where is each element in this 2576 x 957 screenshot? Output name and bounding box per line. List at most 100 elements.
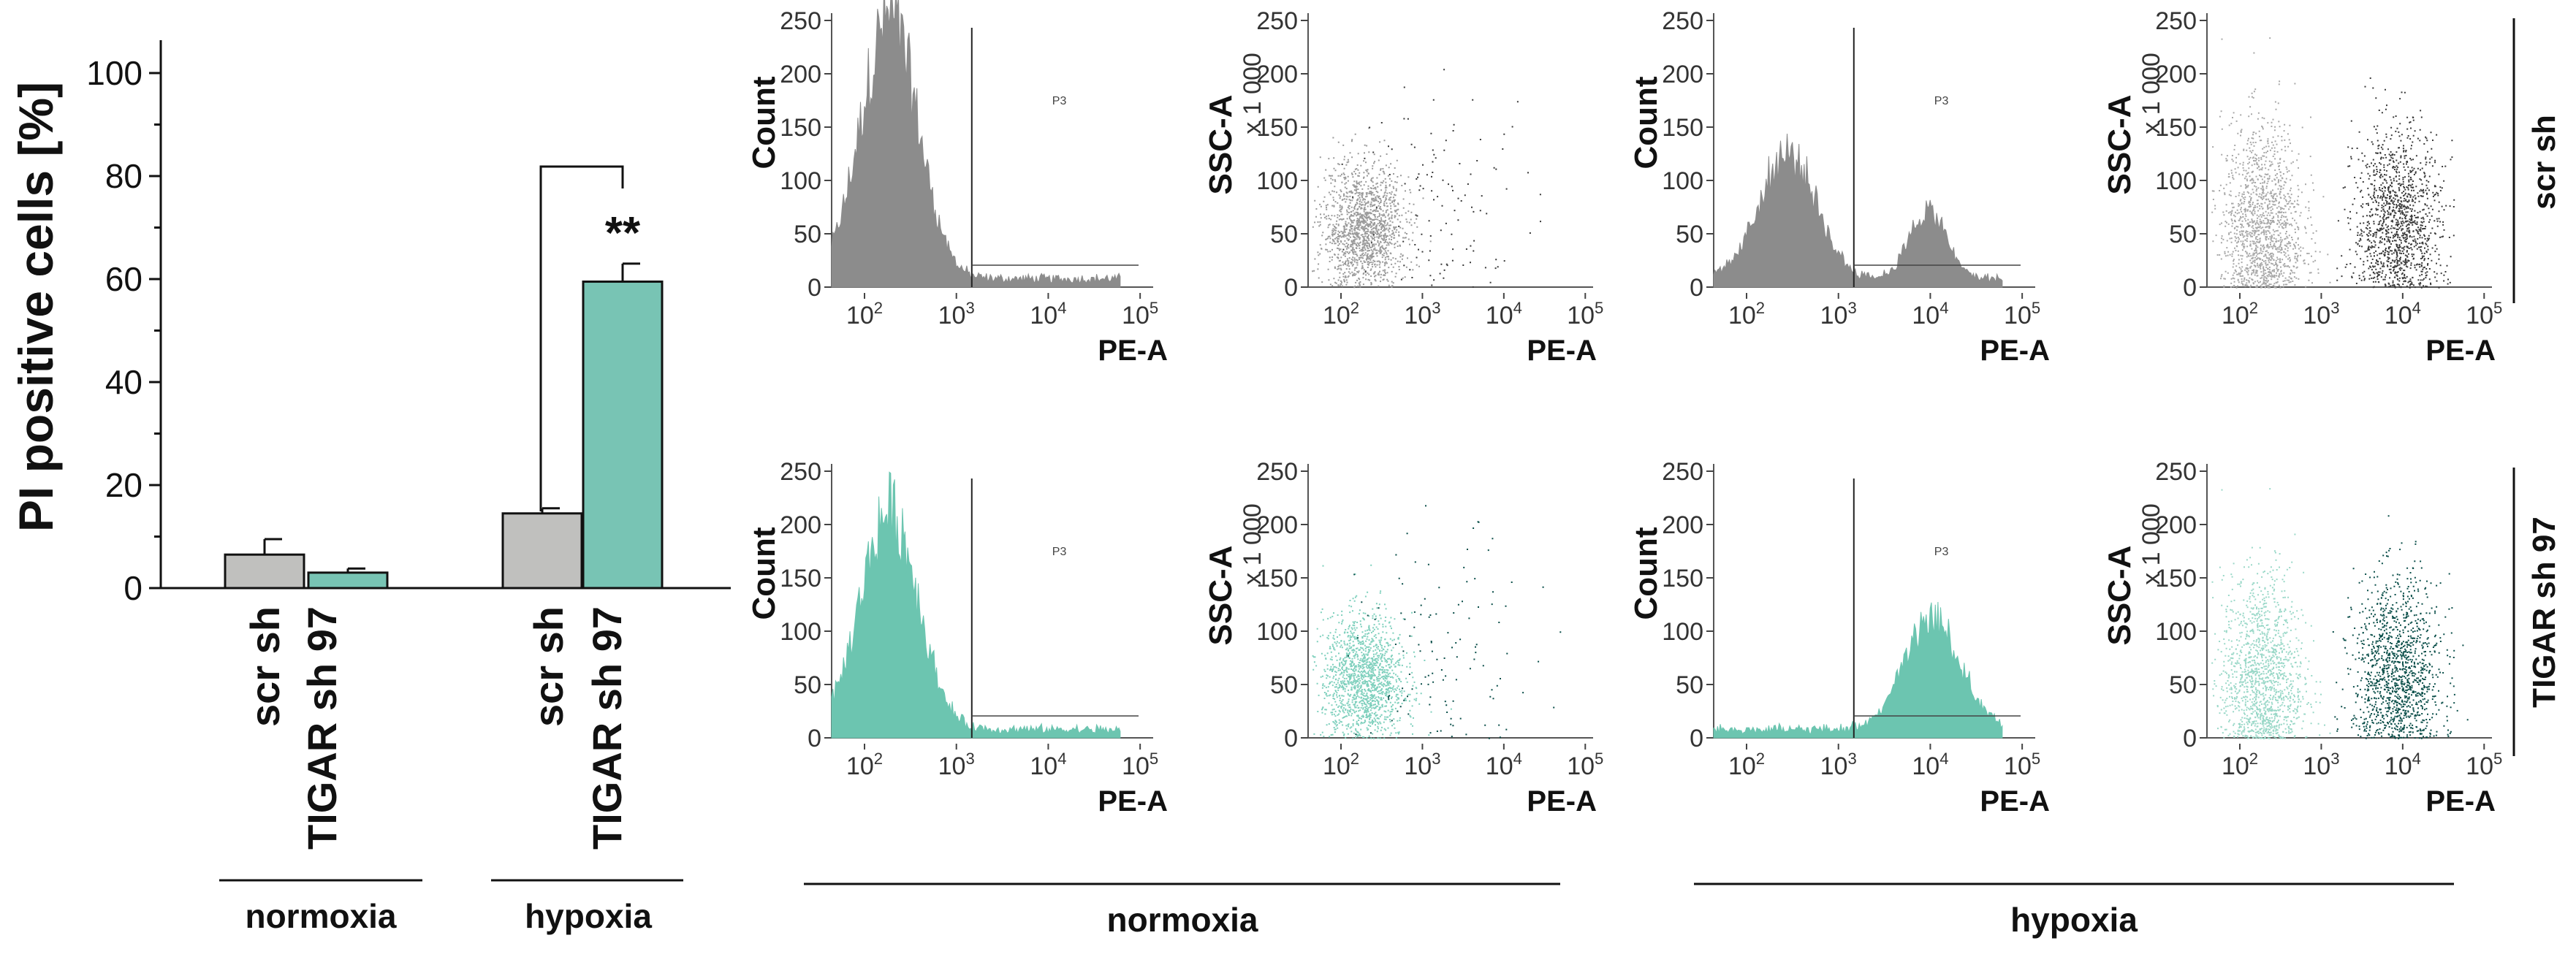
- scatter-dots-population-1: [2211, 37, 2331, 289]
- x-tick-label: 105: [1122, 750, 1158, 780]
- gate-label: P3: [1934, 95, 1949, 107]
- bar: [582, 281, 664, 590]
- y-tick-label: 250: [1256, 7, 1298, 35]
- x-tick-label: 104: [1030, 299, 1066, 329]
- pe-axis-label: PE-A: [2425, 785, 2496, 817]
- pe-axis-label: PE-A: [1098, 785, 1168, 817]
- y-tick-label: 200: [2155, 511, 2197, 539]
- y-tick-label: 250: [780, 458, 821, 486]
- pe-axis-label: PE-A: [1527, 785, 1597, 817]
- bar: [307, 571, 389, 590]
- y-tick-label: 100: [1256, 618, 1298, 646]
- y-tick-label: 200: [1662, 61, 1703, 88]
- ssc-axis-label: SSC-A: [2102, 95, 2138, 195]
- y-tick-label: 50: [794, 221, 821, 248]
- pe-axis-label: PE-A: [1980, 335, 2050, 367]
- y-tick-label: 50: [2169, 671, 2197, 699]
- x-tick-label: 104: [1030, 750, 1066, 780]
- x-tick-label: 104: [2385, 299, 2421, 329]
- category-label-1: scr sh: [242, 606, 288, 727]
- y-tick-label: 100: [780, 618, 821, 646]
- x-tick-label: 103: [1820, 750, 1857, 780]
- bar-y-tick-label: 0: [124, 569, 143, 607]
- y-tick-label: 150: [1662, 114, 1703, 142]
- x-tick-label: 103: [938, 750, 975, 780]
- bar: [501, 512, 583, 590]
- bar: [224, 553, 305, 590]
- y-tick-label: 200: [1662, 511, 1703, 539]
- x-tick-label: 105: [1122, 299, 1158, 329]
- pi-bar-chart: PI positive cells [%] 0 20 40 60 80 100 ** sc…: [9, 40, 731, 935]
- x-tick-label: 102: [1323, 299, 1359, 329]
- scatter-dots-population-1: [2211, 488, 2331, 739]
- ssc-axis-units: x 1 000: [1239, 53, 1266, 134]
- x-tick-label: 103: [2303, 750, 2339, 780]
- y-tick-label: 150: [1256, 565, 1298, 592]
- scatter-dots-population-1: [1312, 564, 1452, 739]
- gate-label: P3: [1052, 546, 1067, 558]
- gate-label: P3: [1934, 546, 1949, 558]
- pe-axis-label: PE-A: [2425, 335, 2496, 367]
- group-label-hypoxia: hypoxia: [525, 897, 652, 935]
- histogram-panel: Count 0 50 100 150 200 250 P3 102 103 104 105 PE-A: [1628, 7, 2050, 367]
- histogram-area: [1713, 601, 2003, 739]
- scatter-points: [2211, 488, 2469, 739]
- y-tick-label: 0: [1690, 274, 1703, 302]
- x-tick-label: 102: [846, 299, 883, 329]
- scatter-dots-population-2: [1347, 505, 1562, 739]
- x-tick-label: 105: [2466, 299, 2502, 329]
- scatter-dots-population-2: [2336, 77, 2455, 289]
- significance-label: **: [605, 208, 641, 259]
- x-tick-label: 103: [1404, 299, 1440, 329]
- x-tick-label: 105: [1567, 299, 1603, 329]
- y-tick-label: 250: [1662, 7, 1703, 35]
- bar-y-axis-label: PI positive cells [%]: [9, 82, 63, 532]
- x-tick-label: 102: [2222, 299, 2258, 329]
- y-tick-label: 100: [1662, 618, 1703, 646]
- pe-axis-label: PE-A: [1980, 785, 2050, 817]
- y-tick-label: 200: [1256, 511, 1298, 539]
- histogram-panel: Count 0 50 100 150 200 250 P3 102 103 104 105 PE-A: [746, 0, 1168, 367]
- ssc-axis-label: SSC-A: [2102, 546, 2138, 646]
- x-tick-label: 103: [1820, 299, 1857, 329]
- category-label-4: TIGAR sh 97: [584, 606, 630, 850]
- y-tick-label: 0: [2183, 274, 2197, 302]
- ssc-axis-label: SSC-A: [1203, 95, 1239, 195]
- scatter-dots-population-2: [2332, 515, 2469, 739]
- y-tick-label: 200: [1256, 61, 1298, 88]
- x-tick-label: 105: [2466, 750, 2502, 780]
- bar-y-ticks: 0 20 40 60 80 100: [86, 54, 161, 607]
- x-tick-label: 105: [2004, 299, 2040, 329]
- y-tick-label: 250: [1662, 458, 1703, 486]
- bar-y-tick-label: 20: [105, 466, 143, 504]
- category-label-3: scr sh: [525, 606, 571, 727]
- x-tick-label: 105: [2004, 750, 2040, 780]
- histogram-panel: Count 0 50 100 150 200 250 P3 102 103 104 105 PE-A: [1628, 458, 2050, 817]
- x-tick-label: 105: [1567, 750, 1603, 780]
- y-tick-label: 150: [2155, 565, 2197, 592]
- y-tick-label: 150: [780, 565, 821, 592]
- count-axis-label: Count: [1628, 527, 1664, 619]
- scatter-panel: SSC-Ax 1 000 0 50 100 150 200 250 102 103 104 105 P…: [2102, 7, 2502, 367]
- y-tick-label: 100: [2155, 618, 2197, 646]
- section-label-hypoxia: hypoxia: [2010, 901, 2138, 939]
- count-axis-label: Count: [746, 527, 782, 619]
- significance-bracket: [539, 165, 624, 511]
- y-tick-label: 100: [780, 167, 821, 195]
- x-tick-label: 104: [1912, 299, 1948, 329]
- x-tick-label: 102: [2222, 750, 2258, 780]
- y-tick-label: 100: [1662, 167, 1703, 195]
- pe-axis-label: PE-A: [1098, 335, 1168, 367]
- count-axis-label: Count: [746, 76, 782, 169]
- x-tick-label: 102: [846, 750, 883, 780]
- bar-y-tick-label: 40: [105, 363, 143, 401]
- bar-y-tick-label: 100: [86, 54, 143, 92]
- y-tick-label: 100: [2155, 167, 2197, 195]
- category-label-2: TIGAR sh 97: [299, 606, 345, 850]
- row-label-tigar-sh-97: TIGAR sh 97: [2526, 516, 2562, 708]
- y-tick-label: 0: [808, 725, 821, 752]
- ssc-axis-units: x 1 000: [1239, 503, 1266, 585]
- y-tick-label: 150: [1662, 565, 1703, 592]
- histogram-area: [831, 471, 1121, 739]
